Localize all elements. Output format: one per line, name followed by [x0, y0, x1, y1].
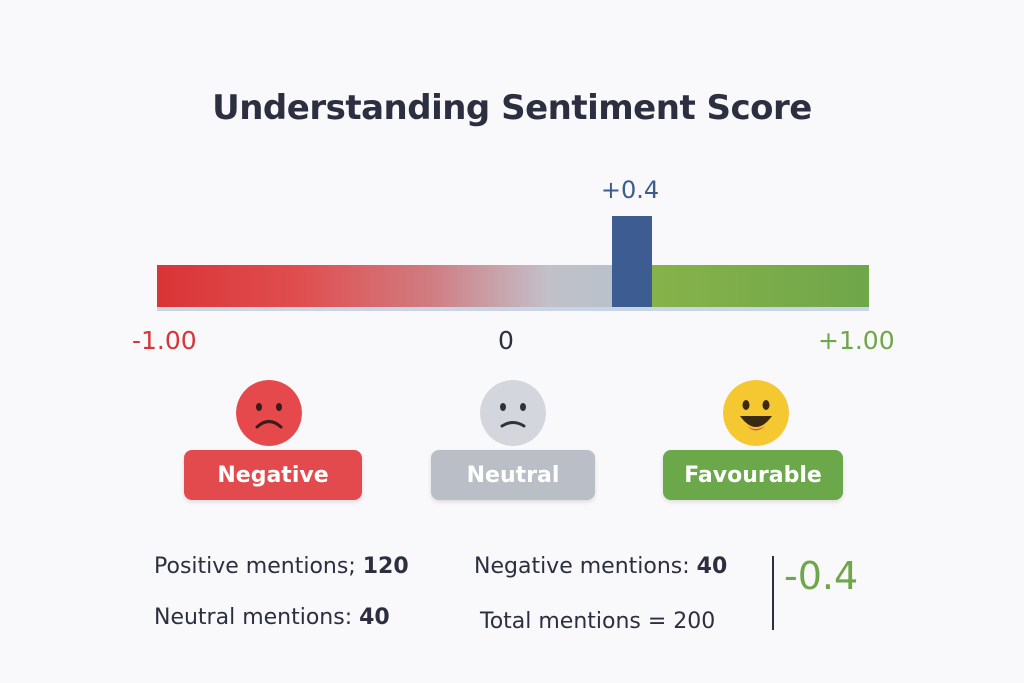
- divider: [772, 556, 774, 630]
- scale-min-label: -1.00: [132, 326, 197, 355]
- neutral-mentions-value: 40: [359, 605, 390, 630]
- positive-fill-segment: [652, 265, 869, 307]
- neutral-face-icon: [480, 380, 546, 446]
- neutral-mentions: Neutral mentions: 40: [154, 605, 390, 630]
- positive-mentions-value: 120: [362, 554, 409, 579]
- sentiment-score: -0.4: [784, 554, 859, 598]
- positive-mentions: Positive mentions; 120: [154, 554, 409, 579]
- neutral-mentions-label: Neutral mentions:: [154, 605, 360, 630]
- scale-baseline: [157, 307, 869, 311]
- score-marker: [612, 216, 652, 307]
- marker-value-label: +0.4: [600, 176, 660, 204]
- negative-mentions-label: Negative mentions:: [474, 554, 697, 579]
- negative-mentions: Negative mentions: 40: [474, 554, 727, 579]
- total-mentions: Total mentions = 200: [480, 609, 716, 634]
- neutral-badge: Neutral: [431, 450, 595, 500]
- negative-badge: Negative: [184, 450, 362, 500]
- happy-face-icon: [723, 380, 789, 446]
- positive-mentions-label: Positive mentions;: [154, 554, 363, 579]
- negative-mentions-value: 40: [696, 554, 728, 579]
- sad-face-icon: [236, 380, 302, 446]
- scale-max-label: +1.00: [818, 326, 895, 355]
- favourable-badge: Favourable: [663, 450, 843, 500]
- scale-mid-label: 0: [498, 326, 514, 355]
- page-title: Understanding Sentiment Score: [212, 88, 812, 128]
